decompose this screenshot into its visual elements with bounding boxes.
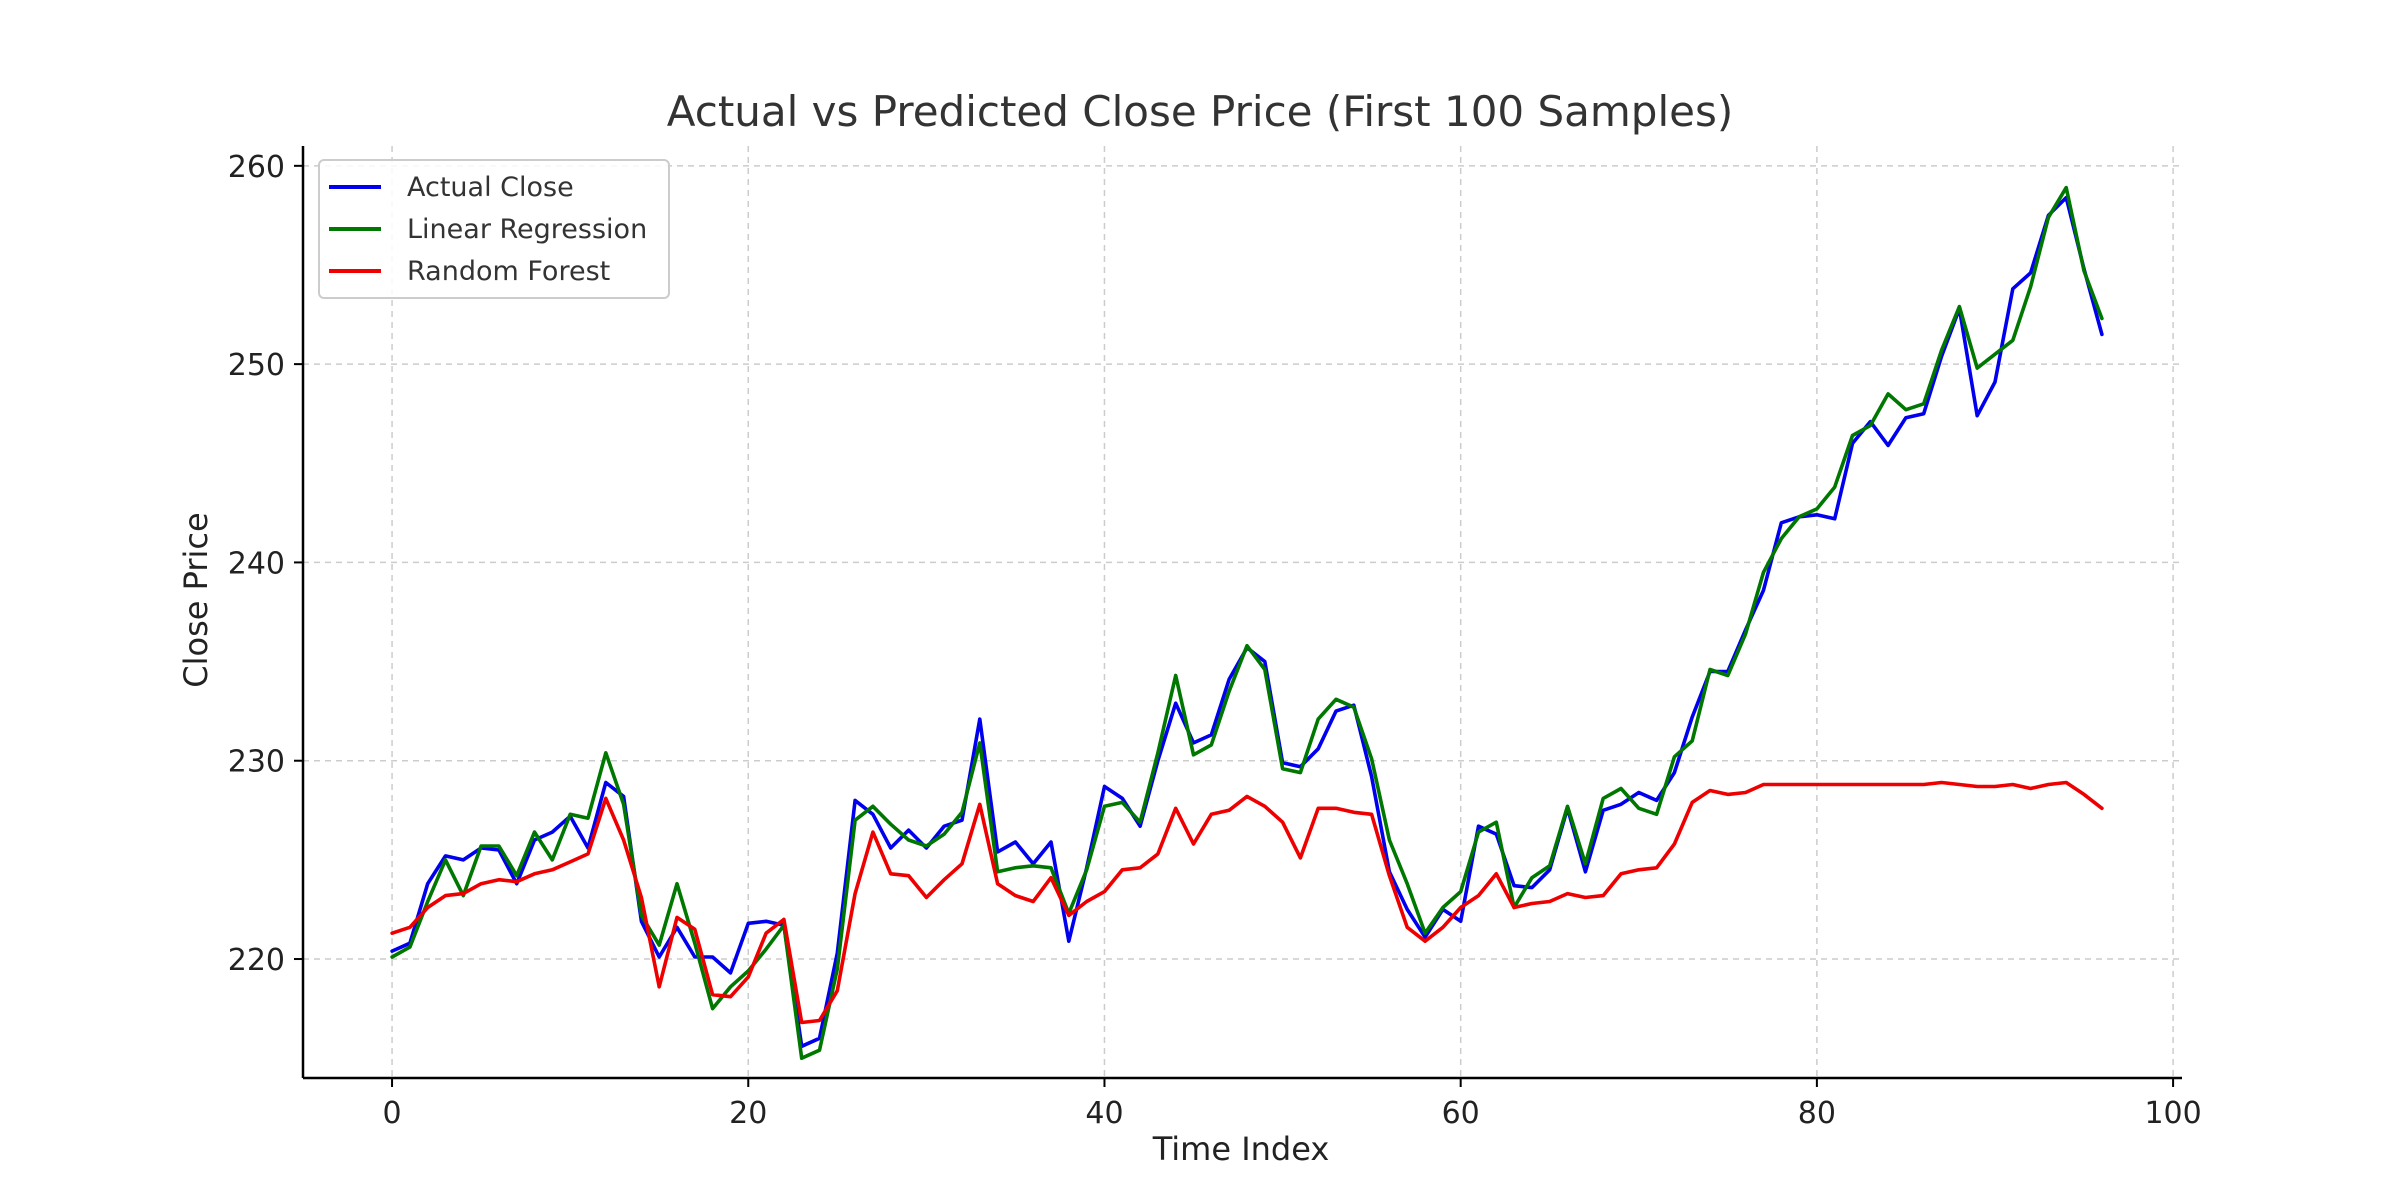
grid-lines (303, 146, 2182, 1078)
series-line-actual-close (390, 195, 2104, 1049)
legend: Actual Close Linear Regression Random Fore… (318, 159, 670, 299)
x-tick-label: 100 (2144, 1096, 2201, 1131)
series-line-random-forest (390, 780, 2104, 1025)
series-line-linear-regression (390, 185, 2104, 1060)
x-tick-label: 40 (1085, 1096, 1123, 1131)
y-tick-label: 260 (228, 150, 285, 185)
y-tick-label: 220 (228, 943, 285, 978)
x-tick-label: 20 (729, 1096, 767, 1131)
legend-label: Linear Regression (407, 214, 647, 245)
x-tick-label: 0 (383, 1096, 402, 1131)
axes (294, 146, 2182, 1087)
y-axis-title: Close Price (177, 512, 215, 687)
y-tick-label: 230 (228, 745, 285, 780)
legend-box (318, 159, 670, 299)
legend-label: Actual Close (407, 172, 574, 203)
tick-labels: 0 20 40 60 80 100 220 230 240 250 260 (228, 150, 2202, 1131)
y-tick-label: 250 (228, 348, 285, 383)
y-tick-label: 240 (228, 546, 285, 581)
x-tick-label: 60 (1442, 1096, 1480, 1131)
x-axis-title: Time Index (1152, 1130, 1330, 1168)
legend-label: Random Forest (407, 256, 610, 287)
x-tick-label: 80 (1798, 1096, 1836, 1131)
series-lines (390, 185, 2104, 1060)
chart-title: Actual vs Predicted Close Price (First 1… (667, 87, 1734, 136)
